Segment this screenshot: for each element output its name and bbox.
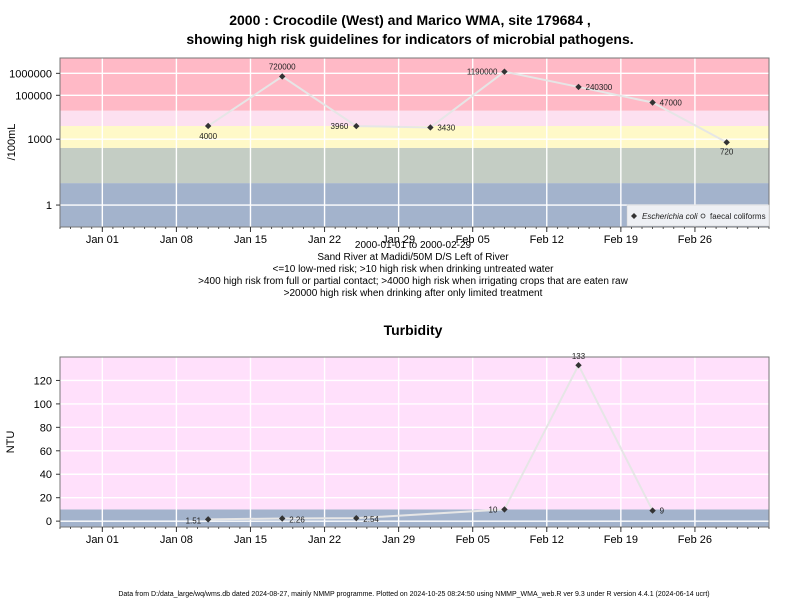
series-line — [207, 70, 728, 144]
data-label: 3430 — [437, 123, 455, 132]
data-point — [501, 68, 508, 75]
legend-faecal-label: faecal coliforms — [710, 212, 766, 221]
data-point — [723, 139, 730, 146]
x-tick-label: Jan 22 — [308, 234, 341, 246]
x-tick-label: Feb 26 — [678, 234, 712, 246]
data-point — [575, 83, 582, 91]
ecoli-data-labels: 4000 720000 3960 3430 1190000 240300 47000 720 — [199, 62, 734, 156]
data-label: 3960 — [331, 122, 349, 131]
data-label: 10 — [489, 505, 498, 514]
x-tick-label: Jan 08 — [160, 534, 193, 546]
turbidity-plot-frame — [59, 356, 770, 528]
ecoli-plot-frame — [59, 57, 770, 228]
data-label: 9 — [660, 507, 665, 516]
data-label: 1190000 — [467, 68, 498, 77]
data-point — [427, 124, 434, 131]
data-point — [204, 516, 212, 523]
x-tick-label: Feb 19 — [604, 234, 638, 246]
subtitle-guideline-2: >400 high risk from full or partial cont… — [198, 276, 628, 287]
ecoli-y-axis-label: /100mL — [6, 124, 18, 161]
data-point — [353, 514, 360, 522]
data-point — [575, 362, 582, 369]
subtitle-site: Sand River at Madidi/50M D/S Left of Riv… — [317, 252, 509, 263]
data-point — [353, 122, 360, 130]
ecoli-gridlines — [60, 58, 769, 227]
turbidity-y-axis: 0 20 40 60 80 100 120 — [34, 375, 60, 528]
data-label: 2.26 — [289, 515, 305, 524]
x-tick-label: Feb 12 — [530, 234, 564, 246]
y-tick-label: 40 — [40, 469, 52, 481]
turbidity-y-axis-label: NTU — [5, 431, 17, 454]
turbidity-gridlines — [60, 357, 769, 527]
risk-band-3 — [60, 110, 769, 126]
ecoli-chart: 2000 : Crocodile (West) and Marico WMA, … — [6, 12, 770, 299]
subtitle-guideline-3: >20000 high risk when drinking after onl… — [284, 288, 543, 299]
series-line — [208, 363, 654, 521]
data-point — [649, 507, 656, 514]
x-tick-label: Feb 19 — [604, 534, 638, 546]
ecoli-x-axis: Jan 01 Jan 08 Jan 15 Jan 22 Jan 29 Feb 05 Feb … — [59, 227, 770, 246]
subtitle-guideline-1: <=10 low-med risk; >10 high risk when dr… — [273, 264, 555, 275]
turbidity-x-axis: Jan 01 Jan 08 Jan 15 Jan 22 Jan 29 Feb 05 Feb … — [59, 527, 770, 546]
turbidity-bands — [60, 357, 769, 527]
footer-note: Data from D:/data_large/wq/wms.db dated … — [118, 591, 709, 598]
legend-faecal-marker — [700, 213, 706, 219]
y-tick-label: 1 — [46, 200, 52, 212]
turbidity-points — [204, 362, 656, 523]
x-tick-label: Feb 26 — [678, 534, 712, 546]
x-tick-label: Jan 15 — [234, 234, 267, 246]
data-point — [204, 122, 212, 130]
x-tick-label: Jan 22 — [308, 534, 341, 546]
legend-ecoli-label: Escherichia coli — [642, 212, 698, 221]
x-tick-label: Jan 01 — [86, 234, 119, 246]
x-tick-label: Feb 05 — [456, 234, 490, 246]
x-tick-label: Feb 05 — [456, 534, 490, 546]
subtitle-date-range: 2000-01-01 to 2000-02-29 — [355, 240, 472, 251]
data-label: 4000 — [199, 132, 217, 141]
data-label: 720 — [720, 147, 734, 156]
data-label: 240300 — [586, 83, 613, 92]
y-tick-label: 1000 — [28, 134, 52, 146]
data-point — [279, 73, 286, 80]
ecoli-title-line-2: showing high risk guidelines for indicat… — [186, 31, 633, 47]
data-label: 1.51 — [186, 516, 202, 525]
y-tick-label: 0 — [46, 516, 52, 528]
risk-band-2 — [60, 125, 769, 148]
ecoli-title-line-1: 2000 : Crocodile (West) and Marico WMA, … — [229, 12, 591, 28]
data-point — [649, 99, 656, 106]
x-tick-label: Feb 12 — [530, 534, 564, 546]
x-tick-label: Jan 08 — [160, 234, 193, 246]
data-label: 720000 — [269, 62, 296, 71]
x-tick-label: Jan 01 — [86, 534, 119, 546]
legend-box — [626, 204, 770, 227]
ecoli-series-line — [207, 70, 728, 144]
ecoli-points — [204, 68, 730, 146]
y-tick-label: 80 — [40, 422, 52, 434]
data-point — [279, 515, 286, 522]
y-tick-label: 60 — [40, 446, 52, 458]
y-tick-label: 20 — [40, 493, 52, 505]
data-label: 2.54 — [363, 515, 379, 524]
risk-band-1 — [60, 357, 769, 510]
y-tick-label: 100000 — [15, 90, 52, 102]
risk-band-1 — [60, 147, 769, 184]
legend-ecoli-marker — [631, 213, 637, 219]
data-point — [501, 506, 508, 513]
y-tick-label: 120 — [34, 375, 52, 387]
x-tick-label: Jan 29 — [382, 234, 415, 246]
y-tick-label: 1000000 — [9, 68, 52, 80]
x-tick-label: Jan 29 — [382, 534, 415, 546]
ecoli-subtitle: 2000-01-01 to 2000-02-29 Sand River at M… — [198, 240, 628, 299]
risk-band-0 — [60, 509, 769, 527]
turbidity-series-line — [208, 363, 654, 521]
x-tick-label: Jan 15 — [234, 534, 267, 546]
ecoli-legend: Escherichia coli faecal coliforms — [626, 204, 770, 227]
ecoli-y-axis: 1 1000 100000 1000000 — [9, 68, 60, 212]
data-label: 47000 — [660, 98, 683, 107]
turbidity-title: Turbidity — [384, 322, 443, 338]
y-tick-label: 100 — [34, 399, 52, 411]
ecoli-risk-bands — [60, 58, 769, 227]
